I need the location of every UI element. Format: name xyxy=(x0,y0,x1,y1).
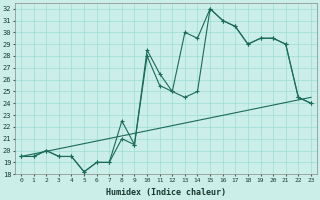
X-axis label: Humidex (Indice chaleur): Humidex (Indice chaleur) xyxy=(106,188,226,197)
